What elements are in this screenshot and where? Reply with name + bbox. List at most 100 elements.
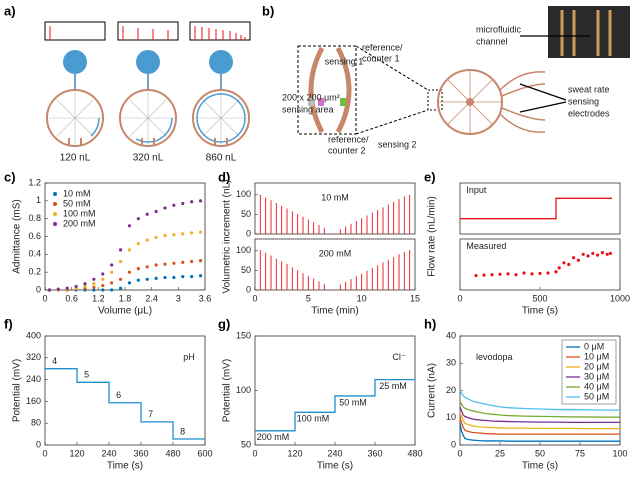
point	[118, 286, 123, 290]
y-tick-label: 0	[246, 228, 251, 238]
spoke	[202, 99, 222, 119]
line	[45, 368, 205, 440]
point	[172, 261, 176, 265]
x-tick-label: 500	[532, 293, 547, 303]
x-tick-label: 480	[407, 448, 422, 458]
volume-label: 320 nL	[133, 153, 164, 164]
x-tick-label: 240	[327, 448, 342, 458]
x-tick-label: 10	[357, 293, 367, 303]
x-tick-label: 50	[535, 448, 545, 458]
x-tick-label: 100	[612, 448, 627, 458]
annotation: levodopa	[476, 352, 513, 362]
point	[118, 277, 123, 281]
chart: 0 500 1000 Time (s) Measured	[457, 238, 630, 317]
point	[101, 272, 105, 276]
spoke	[129, 99, 149, 119]
point	[145, 212, 149, 216]
y-tick-label: 40	[446, 330, 456, 340]
legend-label: 40 μM	[584, 381, 609, 391]
point	[118, 248, 123, 252]
x-tick-label: 75	[575, 448, 585, 458]
y-tick-label: 0	[246, 284, 251, 294]
step-label: 6	[116, 390, 121, 400]
y-tick-label: 30	[446, 358, 456, 368]
point	[145, 265, 149, 269]
step-label: 50 mM	[339, 397, 367, 407]
label: reference/	[362, 42, 403, 52]
y-tick-label: 100	[236, 189, 251, 199]
label: sensing	[568, 96, 599, 106]
annotation: 10 mM	[321, 193, 349, 203]
point	[154, 263, 158, 267]
point	[490, 273, 494, 277]
step-label: 100 mM	[297, 414, 330, 424]
annotation: Input	[466, 185, 487, 195]
y-axis-label: Admittance (mS)	[12, 199, 23, 273]
x-axis-label: Time (s)	[107, 461, 143, 472]
line	[460, 197, 612, 220]
x-tick-label: 360	[133, 448, 148, 458]
point	[482, 273, 486, 277]
point	[145, 238, 149, 242]
point	[562, 261, 566, 265]
arrow	[519, 83, 567, 113]
point	[605, 252, 609, 256]
x-tick-label: 5	[306, 293, 311, 303]
y-tick-label: 240	[26, 374, 41, 384]
panel-label: a)	[4, 3, 16, 18]
y-tick-label: 150	[236, 330, 251, 340]
chart: 0 120 240 360 480 600 0 80 160 240 320 400 Time (s) P…	[12, 330, 213, 471]
legend-box	[561, 339, 617, 405]
leads	[141, 138, 155, 146]
point	[567, 262, 571, 267]
point	[591, 251, 595, 256]
point	[110, 281, 114, 285]
point	[181, 275, 185, 279]
spoke	[220, 117, 240, 137]
legend-label: 0 μM	[584, 341, 604, 351]
label: sensing 1	[325, 56, 364, 66]
y-tick-label: 100	[236, 245, 251, 255]
mini-spike	[122, 26, 169, 40]
x-tick-label: 240	[101, 448, 116, 458]
label: reference/	[328, 134, 369, 144]
point	[198, 258, 203, 263]
annotation: pH	[183, 352, 195, 362]
point	[163, 206, 167, 210]
volume-label: 860 nL	[206, 153, 237, 164]
point	[110, 288, 114, 292]
panel-label: g)	[218, 316, 230, 331]
label: microfluidic	[476, 24, 522, 34]
point	[101, 283, 105, 288]
panel-label: e)	[424, 169, 436, 184]
y-tick-label: 100	[236, 385, 251, 395]
point	[92, 282, 96, 286]
line	[459, 412, 620, 430]
point	[110, 263, 114, 267]
x-tick-label: 1.2	[92, 293, 105, 303]
electrode	[308, 46, 325, 134]
fill-level	[123, 93, 173, 143]
point	[101, 277, 105, 281]
y-tick-label: 20	[446, 385, 456, 395]
point	[127, 248, 132, 252]
point	[596, 253, 600, 257]
point	[557, 266, 561, 270]
point	[506, 272, 510, 276]
panel-label: c)	[4, 169, 16, 184]
legend-label: 100 mM	[63, 208, 96, 218]
point	[474, 273, 478, 278]
y-tick-label: 0	[451, 439, 456, 449]
point	[92, 285, 96, 289]
x-axis-label: Time (s)	[522, 306, 558, 317]
point	[56, 287, 60, 291]
point	[586, 254, 590, 258]
panel-label: h)	[424, 316, 436, 331]
point	[546, 271, 550, 275]
y-tick-label: 0.6	[28, 231, 41, 241]
y-tick-label: 50	[241, 439, 251, 449]
x-tick-label: 360	[367, 448, 382, 458]
point	[101, 288, 105, 292]
